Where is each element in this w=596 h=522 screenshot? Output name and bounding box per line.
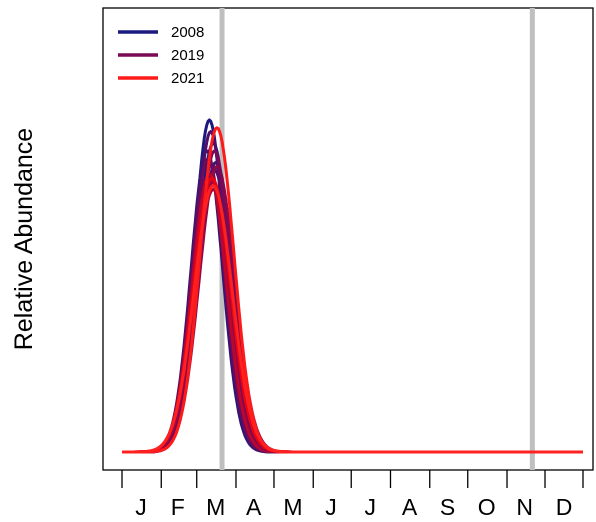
x-tick-label-1: F [171,494,185,520]
x-tick-label-9: O [478,494,496,520]
x-tick-label-7: A [402,494,418,520]
plot-frame [102,7,594,471]
x-tick-label-6: J [364,494,376,520]
x-tick-label-0: J [135,494,147,520]
x-tick-label-11: D [556,494,573,520]
reference-lines [219,8,535,470]
legend-label-2021: 2021 [171,70,204,87]
x-tick-label-3: A [246,494,262,520]
y-axis-label: Relative Abundance [10,128,38,350]
legend-label-2008: 2008 [171,24,204,41]
series-line-2022 [121,184,584,454]
legend-label-2019: 2019 [171,47,204,64]
series-lines [121,118,584,454]
x-tick-label-10: N [516,494,533,520]
x-tick-label-5: J [325,494,337,520]
x-tick-label-4: M [283,494,302,520]
x-tick-label-8: S [440,494,455,520]
legend: 2008 2019 2021 [118,24,204,87]
x-tick-label-2: M [206,494,225,520]
